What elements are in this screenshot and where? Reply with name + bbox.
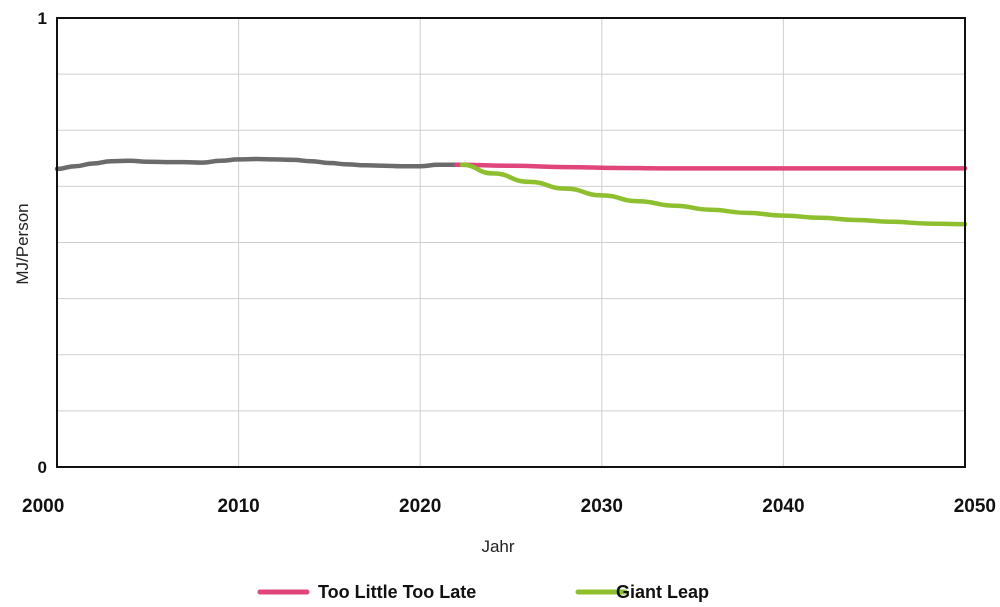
y-axis-title: MJ/Person [13, 203, 32, 284]
x-tick-label: 2010 [217, 496, 259, 517]
x-tick-label: 2040 [762, 496, 804, 517]
legend: Too Little Too Late Giant Leap [257, 582, 709, 602]
grid-lines [57, 18, 965, 467]
series-line-history [54, 156, 465, 172]
x-tick-label: 2020 [399, 496, 441, 517]
y-tick-labels: 01 [38, 9, 47, 477]
plot-frame [56, 17, 966, 468]
x-axis-title: Jahr [481, 537, 514, 556]
x-tick-label: 2030 [581, 496, 623, 517]
series-lines [54, 156, 968, 227]
x-tick-labels: 2000 2010 2020 2030 2040 2050 [22, 496, 996, 517]
y-tick-label: 1 [38, 9, 47, 28]
series-line-too-little [454, 162, 968, 171]
y-tick-label: 0 [38, 458, 47, 477]
x-tick-label: 2000 [22, 496, 64, 517]
legend-label-too-little: Too Little Too Late [318, 582, 476, 602]
series-line-giant-leap [459, 162, 968, 227]
x-tick-label: 2050 [954, 496, 996, 517]
legend-label-giant-leap: Giant Leap [616, 582, 709, 602]
